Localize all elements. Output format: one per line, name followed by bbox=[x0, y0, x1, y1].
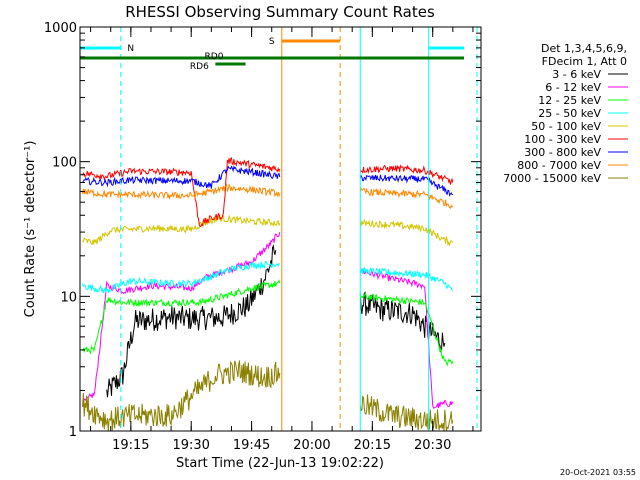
legend-label-2: 12 - 25 keV bbox=[538, 94, 601, 107]
legend-label-7: 800 - 7000 keV bbox=[517, 159, 601, 172]
series-line-0-part-0 bbox=[106, 243, 277, 398]
x-tick-label-4: 20:15 bbox=[354, 438, 391, 453]
series-line-6-part-1 bbox=[359, 174, 453, 197]
series-line-8-part-0 bbox=[82, 360, 281, 431]
series-line-0-part-1 bbox=[359, 291, 446, 353]
flag-label-rd6: RD6 bbox=[190, 62, 209, 72]
series-line-5-part-1 bbox=[359, 164, 454, 185]
plot-frame bbox=[79, 26, 482, 432]
legend-label-5: 100 - 300 keV bbox=[524, 133, 601, 146]
series-line-3-part-1 bbox=[359, 266, 454, 292]
series-line-3-part-0 bbox=[82, 260, 280, 294]
y-axis-label: Count Rate (s⁻¹ detector⁻¹) bbox=[23, 141, 38, 318]
legend-label-3: 25 - 50 keV bbox=[538, 107, 601, 120]
legend-label-8: 7000 - 15000 keV bbox=[503, 172, 601, 185]
legend-label-1: 6 - 12 keV bbox=[545, 81, 601, 94]
x-tick-label-1: 19:30 bbox=[172, 438, 209, 453]
series-line-6-part-0 bbox=[82, 165, 281, 189]
x-axis-label: Start Time (22-Jun-13 19:02:22) bbox=[176, 456, 384, 471]
footer-timestamp: 20-Oct-2021 03:55 bbox=[560, 468, 636, 477]
flag-label-rd0: RD0 bbox=[205, 52, 224, 62]
x-tick-label-3: 20:00 bbox=[293, 438, 330, 453]
series-line-5-part-0 bbox=[82, 156, 281, 228]
y-tick-label-0: 1 bbox=[69, 425, 77, 440]
chart-title: RHESSI Observing Summary Count Rates bbox=[125, 3, 435, 21]
y-tick-label-1: 10 bbox=[60, 290, 77, 305]
series-line-4-part-1 bbox=[359, 219, 454, 247]
series-line-4-part-0 bbox=[82, 214, 281, 245]
y-tick-label-2: 100 bbox=[52, 156, 77, 171]
x-tick-label-2: 19:45 bbox=[233, 438, 270, 453]
series-line-2-part-0 bbox=[82, 279, 281, 355]
series-line-7-part-0 bbox=[82, 182, 281, 201]
y-tick-label-3: 1000 bbox=[44, 21, 77, 36]
plot-area bbox=[80, 27, 478, 431]
legend-label-6: 300 - 800 keV bbox=[524, 146, 601, 159]
legend: Det 1,3,4,5,6,9,FDecim 1, Att 03 - 6 keV… bbox=[503, 42, 628, 185]
x-tick-label-5: 20:30 bbox=[414, 438, 451, 453]
x-tick-label-0: 19:15 bbox=[112, 438, 149, 453]
legend-header-0: Det 1,3,4,5,6,9, bbox=[541, 42, 627, 55]
series-line-7-part-1 bbox=[359, 187, 454, 209]
flag-label-s: S bbox=[269, 37, 275, 47]
legend-label-4: 50 - 100 keV bbox=[531, 120, 601, 133]
series-line-2-part-1 bbox=[359, 292, 454, 367]
legend-label-0: 3 - 6 keV bbox=[552, 68, 601, 81]
legend-header-1: FDecim 1, Att 0 bbox=[542, 55, 627, 68]
series-line-8-part-1 bbox=[359, 394, 454, 431]
flag-label-n: N bbox=[127, 44, 134, 54]
